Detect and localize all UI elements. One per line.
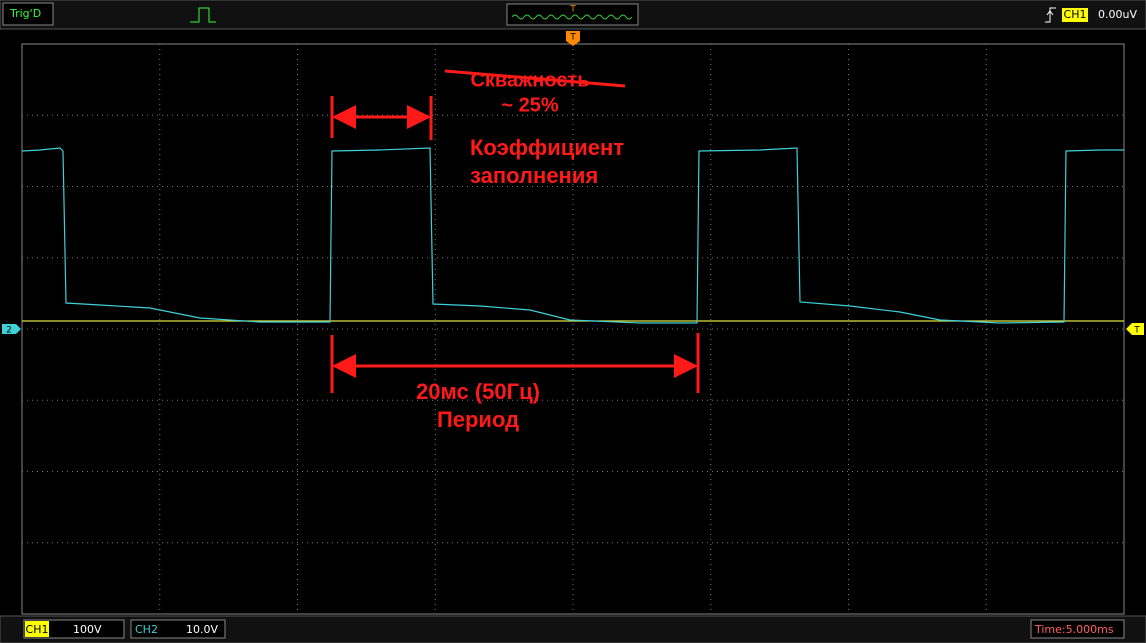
trigger-level-marker: T <box>1133 326 1140 336</box>
pulse-icon <box>190 7 216 23</box>
duty-line1: Коэффициент <box>470 135 624 160</box>
trigger-level: 0.00uV <box>1098 8 1137 21</box>
position-trigger-marker: T <box>569 5 576 15</box>
position-box <box>506 3 639 26</box>
ch1-label: CH1 <box>26 623 49 636</box>
grid <box>22 44 1124 614</box>
trigger-marker: T <box>569 33 576 43</box>
ch2-marker-shape <box>2 324 21 334</box>
edge-icon <box>1045 7 1056 23</box>
timebase-box <box>1030 619 1125 639</box>
trigger-level-marker-shape <box>1126 323 1144 335</box>
trigger-state: Trig'D <box>9 7 41 20</box>
timebase: Time:5.000ms <box>1034 623 1114 636</box>
ch2-label: CH2 <box>135 623 158 636</box>
strike-line <box>444 69 626 88</box>
trigger-state-box <box>2 2 54 26</box>
ch1-label-box <box>25 621 49 637</box>
ch2-trace <box>21 147 1124 324</box>
struck-value: ~ 25% <box>501 94 558 116</box>
period-value: 20мс (50Гц) <box>416 379 540 404</box>
ch1-scale: 100V <box>73 623 102 636</box>
ch2-box <box>130 619 226 639</box>
trigger-marker-shape <box>566 31 580 46</box>
position-wave <box>511 14 633 20</box>
ch2-marker: 2 <box>6 326 12 336</box>
ch2-scale: 10.0V <box>186 623 218 636</box>
trigger-channel-box <box>1062 8 1088 22</box>
period-label: Период <box>437 407 519 432</box>
trigger-channel: CH1 <box>1064 8 1087 21</box>
duty-line2: заполнения <box>470 163 598 188</box>
